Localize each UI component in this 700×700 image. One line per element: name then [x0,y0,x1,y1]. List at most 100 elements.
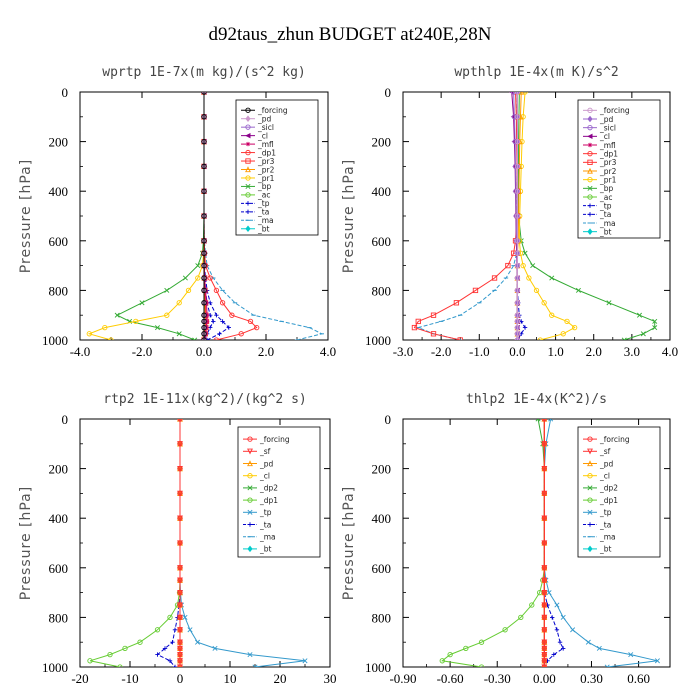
x-tick-label: 10 [224,671,237,686]
legend-label: _pr2 [599,167,617,176]
data-point [177,658,183,664]
legend-marker [245,192,251,198]
data-point [201,312,207,318]
series-group [411,92,658,340]
legend: _forcing_pd_sicl_cl_mfl_dp1_pr3_pr2_pr1_… [577,99,661,239]
data-point [621,337,627,340]
series-ma [416,92,520,340]
legend-label: _mfl [257,140,274,149]
legend-marker [587,185,593,191]
x-tick-label: -0.90 [389,671,416,686]
y-tick-label: 800 [49,283,69,298]
legend-label: _cl [599,472,610,481]
series-forcing [201,92,207,340]
legend-marker [587,107,593,113]
data-point [195,275,201,281]
legend-marker [245,175,251,181]
legend-entry: _dp1 [243,496,278,505]
data-point [541,664,548,667]
legend-marker [245,124,251,130]
x-tick-label: 0.00 [533,671,556,686]
legend-entry: _sicl [583,123,616,132]
data-point [167,614,173,621]
x-tick-label: 4.0 [662,344,678,359]
data-point [491,275,498,281]
data-point [522,250,528,256]
data-point [177,540,183,546]
data-point [514,92,521,95]
x-tick-label: -3.0 [393,344,414,359]
x-tick-label: 30 [324,671,337,686]
data-point [505,262,511,269]
data-point [571,324,578,331]
legend-label: _ac [257,191,270,200]
y-axis-label: Pressure [hPa] [18,486,34,600]
legend: _forcing _sf _pd _cl _dp2 _dp1 _tp _ta _ma _bt [577,426,661,558]
x-tick-label: 1.0 [547,344,563,359]
x-tick-label: 0.0 [509,344,525,359]
y-tick-label: 600 [49,561,69,576]
panels-container: wprtp 1E-7x(m kg)/(s^2 kg) Pressure [hPa]… [18,65,678,686]
data-point [201,114,207,120]
data-point [86,331,92,337]
data-point [514,138,521,145]
data-point [541,651,548,658]
data-point [177,639,183,645]
legend-marker [587,142,593,148]
legend-marker [587,159,593,165]
data-point [87,658,93,664]
series-pr1 [86,92,207,340]
data-point [212,645,218,651]
legend-entry: _sf [243,447,271,456]
legend-entry: _pd [583,115,614,124]
data-point [606,300,612,306]
y-tick-label: 400 [372,511,392,526]
data-point [514,275,521,281]
legend-marker [245,209,251,215]
legend-entry: _tp [243,508,272,517]
y-tick-label: 0 [62,412,69,427]
legend-entry: _sf [583,447,611,456]
chart-panel-4: thlp2 1E-4x(K^2)/s Pressure [hPa] -0.90 -0.… [341,392,671,686]
data-point [596,645,602,651]
y-tick-label: 800 [49,610,69,625]
legend-label: _pd [259,459,274,468]
data-point [177,602,183,608]
data-point [219,300,226,306]
legend-entry: _ta [241,208,269,217]
data-point [162,646,168,651]
data-point [514,337,521,340]
legend-marker [587,460,593,467]
legend-marker [245,141,251,147]
legend-marker [587,167,593,174]
legend-label: _sf [259,447,271,456]
panel-title: wpthlp 1E-4x(m K)/s^2 [454,65,618,80]
chart-panel-1: wprtp 1E-7x(m kg)/(s^2 kg) Pressure [hPa]… [18,65,336,359]
data-point [177,465,183,472]
data-point [220,319,225,324]
legend-entry: _pr3 [583,158,617,167]
x-tick-label: 0.30 [580,671,603,686]
x-tick-label: 3.0 [624,344,640,359]
data-point [139,300,145,306]
legend-entry: _pr3 [241,157,275,166]
data-point [514,300,521,306]
data-point [201,337,207,340]
legend-marker [247,497,253,503]
data-point [545,602,550,608]
legend-label: _cl [257,131,268,140]
y-axis-label: Pressure [hPa] [18,159,34,273]
data-point [411,324,418,331]
legend-entry: _ac [241,191,270,200]
y-tick-label: 1000 [42,333,68,348]
legend-label: _ma [599,533,616,542]
data-point [457,337,463,340]
y-tick-label: 0 [62,85,69,100]
legend-label: _pr1 [257,174,275,183]
data-point [502,627,508,633]
data-point [652,318,658,324]
legend-label: _ta [599,520,611,529]
data-point [177,589,183,596]
data-point [207,275,213,281]
data-point [177,614,183,621]
